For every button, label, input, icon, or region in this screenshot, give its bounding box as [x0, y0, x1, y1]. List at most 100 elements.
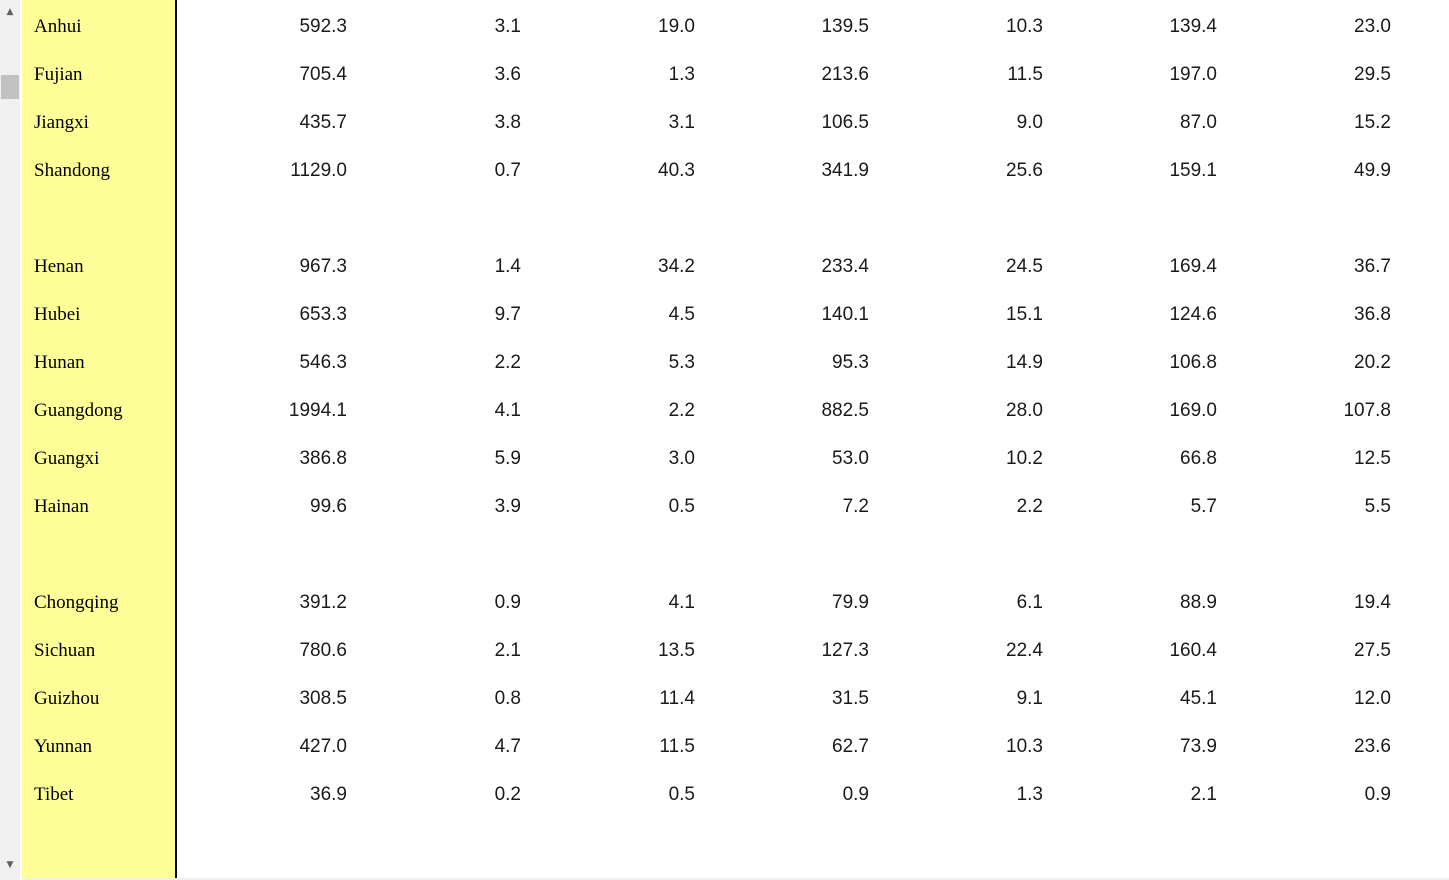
table-cell: 2.1 — [1190, 784, 1217, 805]
table-cell: 34.2 — [658, 256, 695, 277]
province-name: Shandong — [34, 160, 110, 181]
table-cell: 36.7 — [1354, 256, 1391, 277]
table-cell: 3.6 — [494, 64, 521, 85]
table-cell: 2.2 — [494, 352, 521, 373]
table-cell: 11.5 — [1007, 64, 1043, 85]
table-cell: 23.0 — [1354, 16, 1391, 37]
table-cell: 427.0 — [299, 736, 347, 757]
table-cell: 62.7 — [832, 736, 869, 757]
province-name: Hubei — [34, 304, 81, 325]
table-cell: 24.5 — [1006, 256, 1043, 277]
table-cell: 967.3 — [299, 256, 347, 277]
table-cell: 12.0 — [1354, 688, 1391, 709]
table-cell: 1.4 — [494, 256, 521, 277]
table-cell: 66.8 — [1180, 448, 1217, 469]
table-cell: 592.3 — [299, 16, 347, 37]
table-cell: 106.5 — [821, 112, 869, 133]
table-cell: 1.3 — [1016, 784, 1043, 805]
table-cell: 6.1 — [1016, 592, 1043, 613]
table-cell: 15.1 — [1006, 304, 1043, 325]
province-name: Tibet — [34, 784, 74, 805]
province-name: Henan — [34, 256, 84, 277]
table-cell: 705.4 — [299, 64, 347, 85]
table-cell: 4.1 — [668, 592, 695, 613]
table-cell: 11.4 — [659, 688, 695, 709]
table-cell: 4.5 — [668, 304, 695, 325]
table-cell: 169.4 — [1169, 256, 1217, 277]
table-cell: 45.1 — [1180, 688, 1217, 709]
table-cell: 140.1 — [821, 304, 869, 325]
table-cell: 4.7 — [494, 736, 521, 757]
scroll-up-arrow-icon[interactable]: ▲ — [6, 7, 14, 17]
table-cell: 13.5 — [658, 640, 695, 661]
table-cell: 88.9 — [1180, 592, 1217, 613]
table-cell: 4.1 — [494, 400, 521, 421]
table-cell: 10.2 — [1006, 448, 1043, 469]
province-name: Guizhou — [34, 688, 100, 709]
vertical-scrollbar[interactable]: ▲ ▼ — [0, 0, 20, 880]
table-cell: 233.4 — [821, 256, 869, 277]
table-cell: 0.8 — [494, 688, 521, 709]
province-name: Hunan — [34, 352, 85, 373]
table-cell: 28.0 — [1006, 400, 1043, 421]
table-cell: 19.0 — [658, 16, 695, 37]
table-cell: 3.9 — [494, 496, 521, 517]
table-cell: 11.5 — [659, 736, 695, 757]
table-row: Anhui 592.3 3.1 19.0 139.5 10.3 139.4 23.0 — [0, 4, 1449, 52]
table-cell: 73.9 — [1180, 736, 1217, 757]
spacer-row — [0, 196, 1449, 244]
table-row: Guangdong 1994.1 4.1 2.2 882.5 28.0 169.0 107.8 — [0, 388, 1449, 436]
table-cell: 22.4 — [1006, 640, 1043, 661]
table-cell: 23.6 — [1354, 736, 1391, 757]
province-name: Guangdong — [34, 400, 123, 421]
table-cell: 341.9 — [821, 160, 869, 181]
table-cell: 40.3 — [658, 160, 695, 181]
table-cell: 9.7 — [494, 304, 521, 325]
province-name: Jiangxi — [34, 112, 89, 133]
table-cell: 2.1 — [494, 640, 521, 661]
table-cell: 10.3 — [1006, 736, 1043, 757]
table-cell: 0.5 — [668, 784, 695, 805]
table-cell: 5.9 — [494, 448, 521, 469]
table-row: Hubei 653.3 9.7 4.5 140.1 15.1 124.6 36.8 — [0, 292, 1449, 340]
spacer-row — [0, 532, 1449, 580]
table-cell: 107.8 — [1343, 400, 1391, 421]
table-row: Chongqing 391.2 0.9 4.1 79.9 6.1 88.9 19.4 — [0, 580, 1449, 628]
table-cell: 124.6 — [1169, 304, 1217, 325]
table-row: Hainan 99.6 3.9 0.5 7.2 2.2 5.7 5.5 — [0, 484, 1449, 532]
table-cell: 5.5 — [1364, 496, 1391, 517]
table-cell: 435.7 — [299, 112, 347, 133]
province-name: Chongqing — [34, 592, 119, 613]
table-cell: 31.5 — [832, 688, 869, 709]
table-cell: 99.6 — [310, 496, 347, 517]
province-name: Sichuan — [34, 640, 96, 661]
province-name: Yunnan — [34, 736, 93, 757]
table-cell: 308.5 — [299, 688, 347, 709]
table-cell: 49.9 — [1354, 160, 1391, 181]
table-cell: 3.1 — [668, 112, 695, 133]
scroll-thumb[interactable] — [1, 75, 19, 99]
table-cell: 95.3 — [832, 352, 869, 373]
table-cell: 9.0 — [1016, 112, 1043, 133]
table-row: Henan 967.3 1.4 34.2 233.4 24.5 169.4 36.7 — [0, 244, 1449, 292]
table-row: Shandong 1129.0 0.7 40.3 341.9 25.6 159.1 49.9 — [0, 148, 1449, 196]
region-name-column — [22, 0, 177, 878]
table-cell: 36.9 — [310, 784, 347, 805]
table-cell: 139.4 — [1169, 16, 1217, 37]
table-cell: 9.1 — [1016, 688, 1043, 709]
table-cell: 53.0 — [832, 448, 869, 469]
table-cell: 29.5 — [1354, 64, 1391, 85]
table-row: Fujian 705.4 3.6 1.3 213.6 11.5 197.0 29.5 — [0, 52, 1449, 100]
table-cell: 0.7 — [494, 160, 521, 181]
table-cell: 2.2 — [1016, 496, 1043, 517]
table-cell: 19.4 — [1354, 592, 1391, 613]
table-row: Guizhou 308.5 0.8 11.4 31.5 9.1 45.1 12.0 — [0, 676, 1449, 724]
table-cell: 10.3 — [1006, 16, 1043, 37]
table-cell: 15.2 — [1354, 112, 1391, 133]
scroll-down-arrow-icon[interactable]: ▼ — [6, 860, 14, 870]
table-cell: 3.8 — [494, 112, 521, 133]
table-cell: 27.5 — [1354, 640, 1391, 661]
table-cell: 386.8 — [299, 448, 347, 469]
table-cell: 7.2 — [842, 496, 869, 517]
table-row: Yunnan 427.0 4.7 11.5 62.7 10.3 73.9 23.6 — [0, 724, 1449, 772]
